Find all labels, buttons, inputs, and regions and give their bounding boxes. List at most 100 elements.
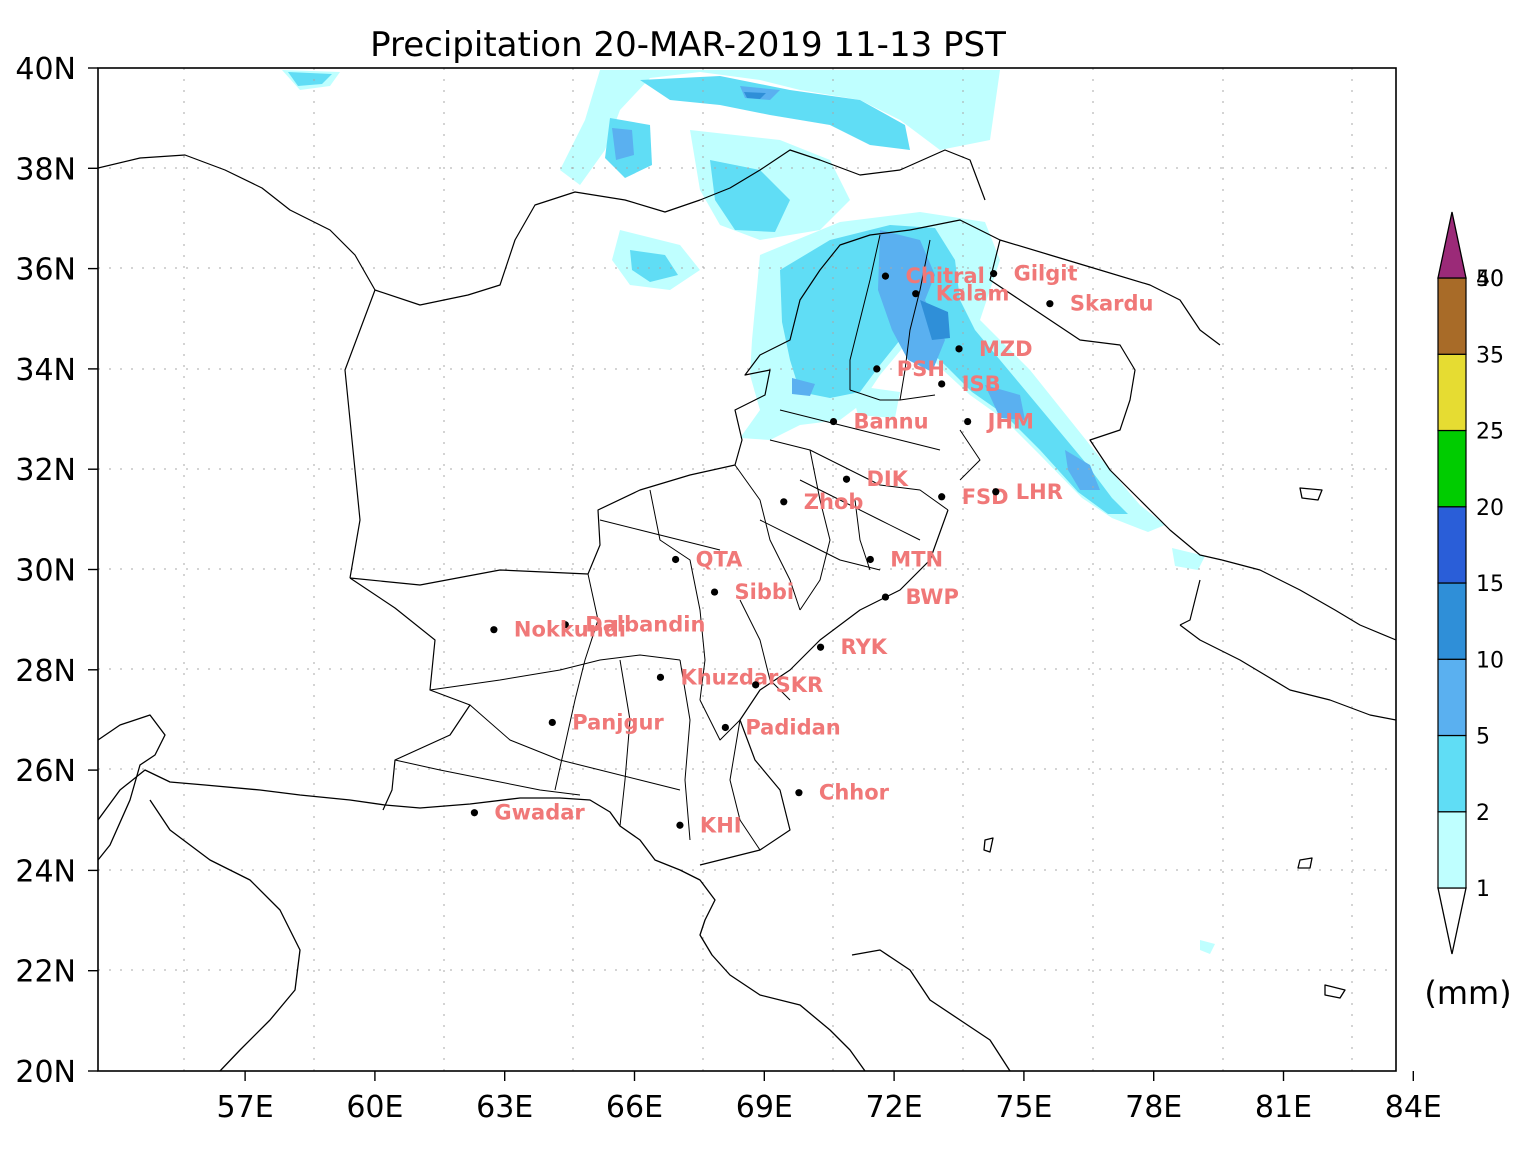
longitude-ticks: 57E 60E 63E 66E 69E 72E 75E 78E 81E 84E [217,1071,1442,1125]
map-title: Precipitation 20-MAR-2019 11-13 PST [370,25,1006,65]
city-marker [829,417,838,426]
city-marker [912,290,920,298]
lat-tick-label: 34N [15,353,76,388]
city-marker [721,723,729,732]
lat-tick-label: 40N [15,52,76,87]
lon-tick-label: 63E [476,1090,533,1125]
colorbar-swatch [1437,277,1467,355]
city-label: Chitral [905,264,984,288]
city-label: Gilgit [1014,262,1078,286]
precip-band-10-15 [744,92,950,340]
lon-tick-label: 72E [866,1090,923,1125]
lon-tick-label: 57E [217,1090,274,1125]
city-marker [866,555,874,564]
lat-tick-label: 24N [15,854,76,889]
city-marker [955,345,963,353]
lon-tick-label: 78E [1125,1090,1182,1125]
city-label: ISB [962,372,1001,396]
city-marker [992,488,1000,496]
colorbar-swatch [1437,506,1467,584]
city-marker [881,593,890,601]
city-label: LHR [1016,480,1063,504]
city-label: Bannu [854,410,929,434]
colorbar-upper-arrow [1437,211,1467,279]
colorbar-level-label: 2 [1476,801,1490,826]
city-label: Khuzdar [680,665,779,689]
lon-tick-label: 81E [1255,1090,1312,1125]
city-label: JHM [986,410,1034,434]
city-marker [964,417,972,426]
colorbar-level-label: 5 [1476,725,1490,750]
city-marker [881,272,890,280]
colorbar-unit: (mm) [1424,974,1511,1012]
graticule [98,68,1396,1071]
city-label: Sibbi [735,580,795,604]
latitude-ticks: 20N 22N 24N 26N 28N 30N 32N 34N 36N 38N 40N [15,52,98,1090]
city-label: RYK [841,635,888,659]
city-label: Nokkundi [514,618,626,642]
colorbar-level-label: 50 [1476,267,1504,292]
city-marker [470,809,479,817]
city-label: Dalbandin [585,613,705,637]
country-borders [98,149,1396,866]
city-marker [710,588,719,596]
city-marker [1046,300,1054,308]
city-marker [990,270,998,278]
lat-tick-label: 36N [15,253,76,288]
colorbar-swatch [1437,582,1467,660]
city-label: BWP [905,585,958,609]
coastlines [98,487,1346,1071]
city-marker [561,621,569,629]
lon-tick-label: 84E [1385,1090,1442,1125]
city-label: QTA [696,547,744,571]
city-label: Zhob [804,490,864,514]
pakistan-district-boundaries [394,234,981,851]
colorbar-swatch [1437,353,1467,432]
lat-tick-label: 32N [15,453,76,488]
city-marker [752,681,760,689]
colorbar-swatch [1437,811,1467,889]
lat-tick-label: 28N [15,654,76,689]
lon-tick-label: 66E [606,1090,663,1125]
city-label: DIK [867,467,909,491]
city-marker [795,789,803,797]
colorbar-level-label: 1 [1476,877,1490,902]
city-label: Panjgur [572,710,664,734]
lon-tick-label: 75E [995,1090,1052,1125]
colorbar-swatch [1437,734,1467,813]
city-marker [656,673,665,681]
city-label: FSD [962,485,1009,509]
map-area [98,68,1396,1071]
city-marker [938,380,946,388]
colorbar-swatch [1437,658,1467,737]
lat-tick-label: 30N [15,554,76,589]
city-marker [548,718,556,727]
city-marker [676,821,684,829]
city-label: Kalam [936,282,1010,306]
city-marker [780,498,788,506]
colorbar-lower-arrow [1437,887,1467,955]
city-label: MTN [890,547,943,571]
lat-tick-label: 38N [15,152,76,187]
city-label: SKR [776,673,824,697]
lat-tick-label: 22N [15,955,76,990]
lat-tick-label: 26N [15,754,76,789]
precip-band-5-10 [612,86,1100,490]
precipitation-field [282,70,1215,954]
city-marker [490,626,498,634]
colorbar-level-label: 15 [1476,572,1504,597]
city-marker [873,365,881,373]
city-label: PSH [897,357,945,381]
city-marker [938,493,946,501]
colorbar-level-label: 25 [1476,420,1504,445]
city-label: Padidan [745,715,840,739]
colorbar-level-label: 20 [1476,496,1504,521]
lon-tick-label: 69E [736,1090,793,1125]
lon-tick-label: 60E [346,1090,403,1125]
city-marker [842,475,851,483]
colorbar-level-label: 35 [1476,343,1504,368]
city-marker [672,555,680,564]
city-label: Chhor [819,781,890,805]
